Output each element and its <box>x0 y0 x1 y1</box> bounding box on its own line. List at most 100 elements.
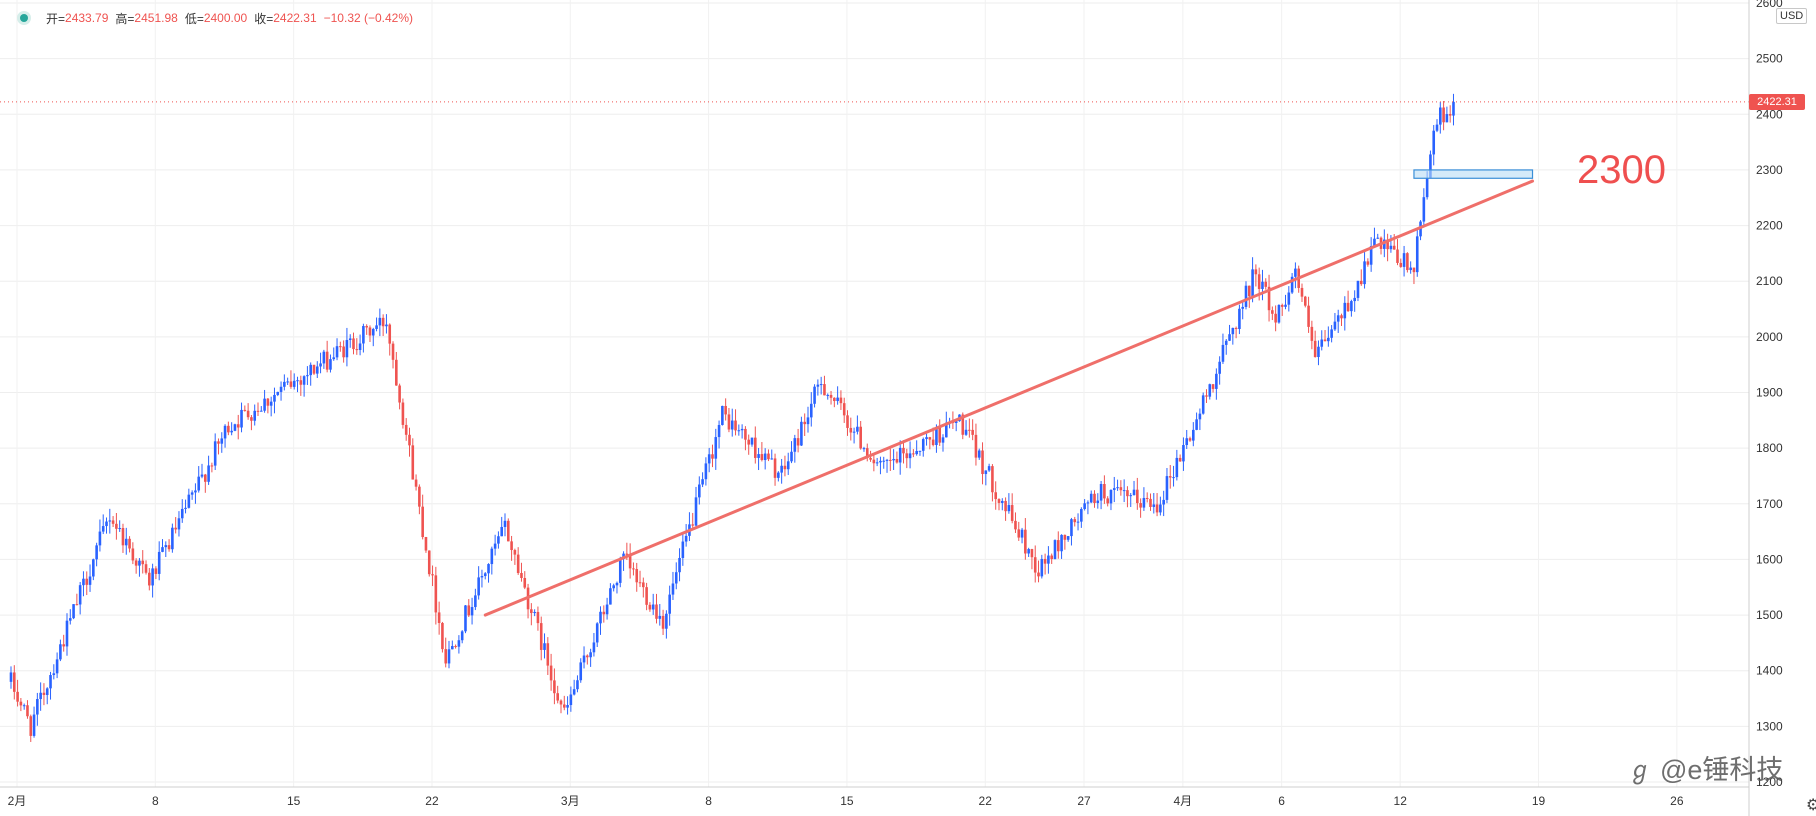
candle-body-down <box>833 397 836 402</box>
candle-body-down <box>1267 286 1271 311</box>
candle-body-down <box>1386 239 1389 250</box>
candle-body-down <box>246 410 250 418</box>
candle-body-down <box>1442 107 1445 123</box>
candle-body-up <box>1317 346 1320 358</box>
candle-body-up <box>1195 419 1198 430</box>
candle-body-up <box>223 425 227 439</box>
candle-body-up <box>1452 101 1455 116</box>
candle-body-down <box>256 410 260 412</box>
currency-button[interactable]: USD <box>1776 8 1808 24</box>
candle-body-down <box>1323 339 1327 342</box>
candle-body-down <box>1168 476 1172 478</box>
candle-body-up <box>987 466 991 471</box>
candle-body-up <box>1159 504 1162 513</box>
candle-body-down <box>411 445 415 480</box>
settings-gear-icon[interactable]: ⚙ <box>1806 797 1816 814</box>
candle-body-up <box>220 438 224 444</box>
candle-body-down <box>842 403 846 416</box>
candle-body-down <box>414 479 418 487</box>
candle-body-up <box>674 572 678 584</box>
candle-body-up <box>283 381 286 387</box>
y-tick-label: 2100 <box>1756 274 1783 288</box>
candle-body-down <box>115 523 118 529</box>
candle-body-up <box>1083 503 1086 510</box>
candle-body-up <box>1040 558 1044 577</box>
candle-body-down <box>562 704 566 708</box>
last-price-label: 2422.31 <box>1749 94 1805 110</box>
candle-body-up <box>780 465 783 473</box>
candle-body-up <box>737 430 741 432</box>
candle-body-down <box>968 429 971 431</box>
candle-body-down <box>642 582 645 588</box>
candle-body-up <box>668 594 671 614</box>
candle-body-down <box>1234 327 1238 329</box>
x-tick-label: 8 <box>705 794 712 808</box>
candle-body-up <box>1231 327 1235 335</box>
low-key: 低= <box>184 11 204 26</box>
candle-body-down <box>510 541 513 551</box>
candle-body-down <box>1106 498 1109 504</box>
candle-body-down <box>645 587 648 605</box>
candle-body-up <box>1373 238 1376 246</box>
candle-body-down <box>727 414 731 430</box>
candle-body-up <box>184 507 187 509</box>
candle-body-down <box>796 438 800 446</box>
candle-body-up <box>1333 321 1337 330</box>
candle-body-up <box>39 692 42 700</box>
x-tick-label: 22 <box>979 794 993 808</box>
candle-body-up <box>763 453 767 461</box>
support-level-annotation: 2300 <box>1577 148 1666 192</box>
candle-body-up <box>1080 509 1083 522</box>
candle-body-down <box>859 426 862 449</box>
candle-body-down <box>1145 497 1149 499</box>
candle-body-down <box>454 646 457 648</box>
candle-body-down <box>1448 114 1452 116</box>
candle-body-down <box>1359 280 1363 285</box>
candle-body-down <box>404 424 408 435</box>
candle-body-up <box>816 384 820 387</box>
candle-body-up <box>793 438 797 452</box>
candle-body-down <box>1050 555 1053 560</box>
y-tick-label: 2000 <box>1756 330 1783 344</box>
support-zone-box <box>1413 169 1534 179</box>
candle-body-down <box>1257 274 1261 289</box>
candle-body-up <box>1215 373 1218 389</box>
candle-body-up <box>576 680 579 690</box>
candle-body-down <box>444 649 448 664</box>
candle-body-up <box>595 623 599 643</box>
candle-body-down <box>250 417 253 421</box>
x-tick-label: 15 <box>840 794 854 808</box>
candle-body-up <box>935 427 938 446</box>
candle-body-up <box>665 613 668 629</box>
candle-body-down <box>724 405 727 415</box>
candle-body-up <box>319 363 322 367</box>
candle-body-up <box>977 450 981 458</box>
candle-body-up <box>460 631 464 641</box>
x-tick-label: 8 <box>152 794 159 808</box>
candle-body-up <box>1261 281 1264 289</box>
high-value: 2451.98 <box>134 11 178 25</box>
candle-body-up <box>740 428 744 431</box>
open-key: 开= <box>46 11 66 26</box>
candle-body-up <box>269 401 273 406</box>
candle-body-up <box>1336 315 1340 322</box>
candle-body-up <box>1353 297 1356 302</box>
candle-body-down <box>691 524 695 526</box>
candle-body-up <box>1238 308 1241 329</box>
candle-body-up <box>1445 114 1449 123</box>
candle-body-down <box>839 397 843 404</box>
candle-body-down <box>1340 315 1343 319</box>
candle-body-down <box>29 716 33 736</box>
price-axis[interactable]: 2600 2500 2400 2300 2200 2100 2000 1900 1800 1700… <box>1756 0 1783 789</box>
candle-body-up <box>375 325 378 329</box>
candle-body-up <box>612 585 615 589</box>
candle-body-up <box>1132 489 1136 496</box>
candle-body-down <box>530 609 533 614</box>
time-axis[interactable]: 2月 8 15 22 3月 8 15 22 27 4月 6 12 19 26 <box>8 794 1684 808</box>
candle-body-up <box>1284 304 1287 307</box>
candle-body-up <box>856 426 859 432</box>
candle-body-up <box>1218 361 1221 374</box>
candle-body-up <box>1060 534 1063 552</box>
candle-body-up <box>1198 413 1202 420</box>
